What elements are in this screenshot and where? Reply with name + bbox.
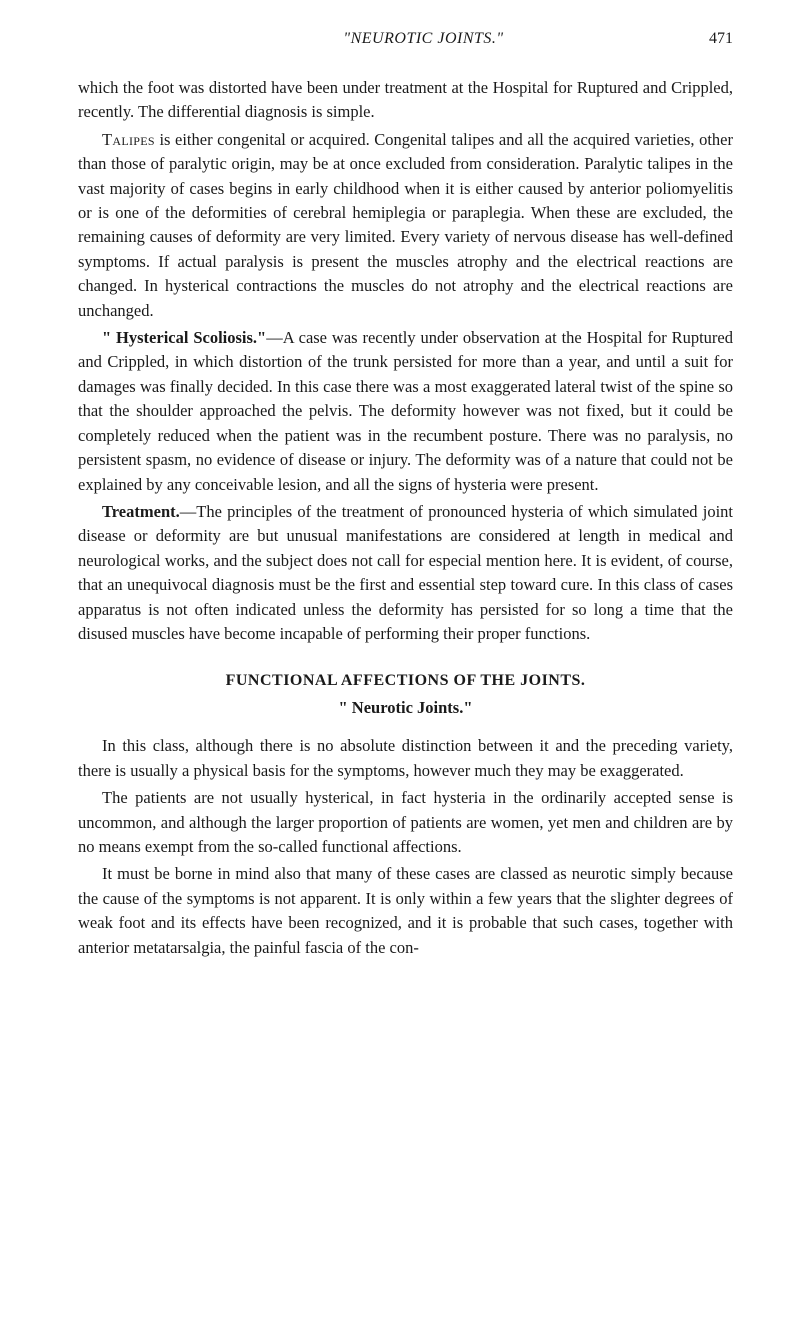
- paragraph-hysterical-scoliosis: " Hysterical Scoliosis."—A case was rece…: [78, 326, 733, 497]
- paragraph-class-distinction: In this class, although there is no abso…: [78, 734, 733, 783]
- paragraph-talipes-body: is either congenital or acquired. Congen…: [78, 130, 733, 320]
- sub-heading-neurotic-joints: " Neurotic Joints.": [78, 698, 733, 718]
- treatment-label: Treatment.: [102, 502, 180, 521]
- talipes-label: Talipes: [102, 130, 155, 149]
- paragraph-continuation: which the foot was distorted have been u…: [78, 76, 733, 125]
- paragraph-talipes: Talipes is either congenital or acquired…: [78, 128, 733, 323]
- paragraph-treatment-body: —The principles of the treatment of pron…: [78, 502, 733, 643]
- paragraph-hysterical-scoliosis-body: —A case was recently under observation a…: [78, 328, 733, 493]
- paragraph-patients: The patients are not usually hysterical,…: [78, 786, 733, 859]
- paragraph-treatment: Treatment.—The principles of the treatme…: [78, 500, 733, 646]
- hysterical-scoliosis-label: " Hysterical Scoliosis.": [102, 328, 266, 347]
- running-head: "NEUROTIC JOINTS.": [138, 30, 709, 48]
- paragraph-neurotic-cause: It must be borne in mind also that many …: [78, 862, 733, 960]
- section-heading-functional-affections: FUNCTIONAL AFFECTIONS OF THE JOINTS.: [78, 672, 733, 690]
- page-number: 471: [709, 30, 733, 48]
- page-header: "NEUROTIC JOINTS." 471: [78, 30, 733, 48]
